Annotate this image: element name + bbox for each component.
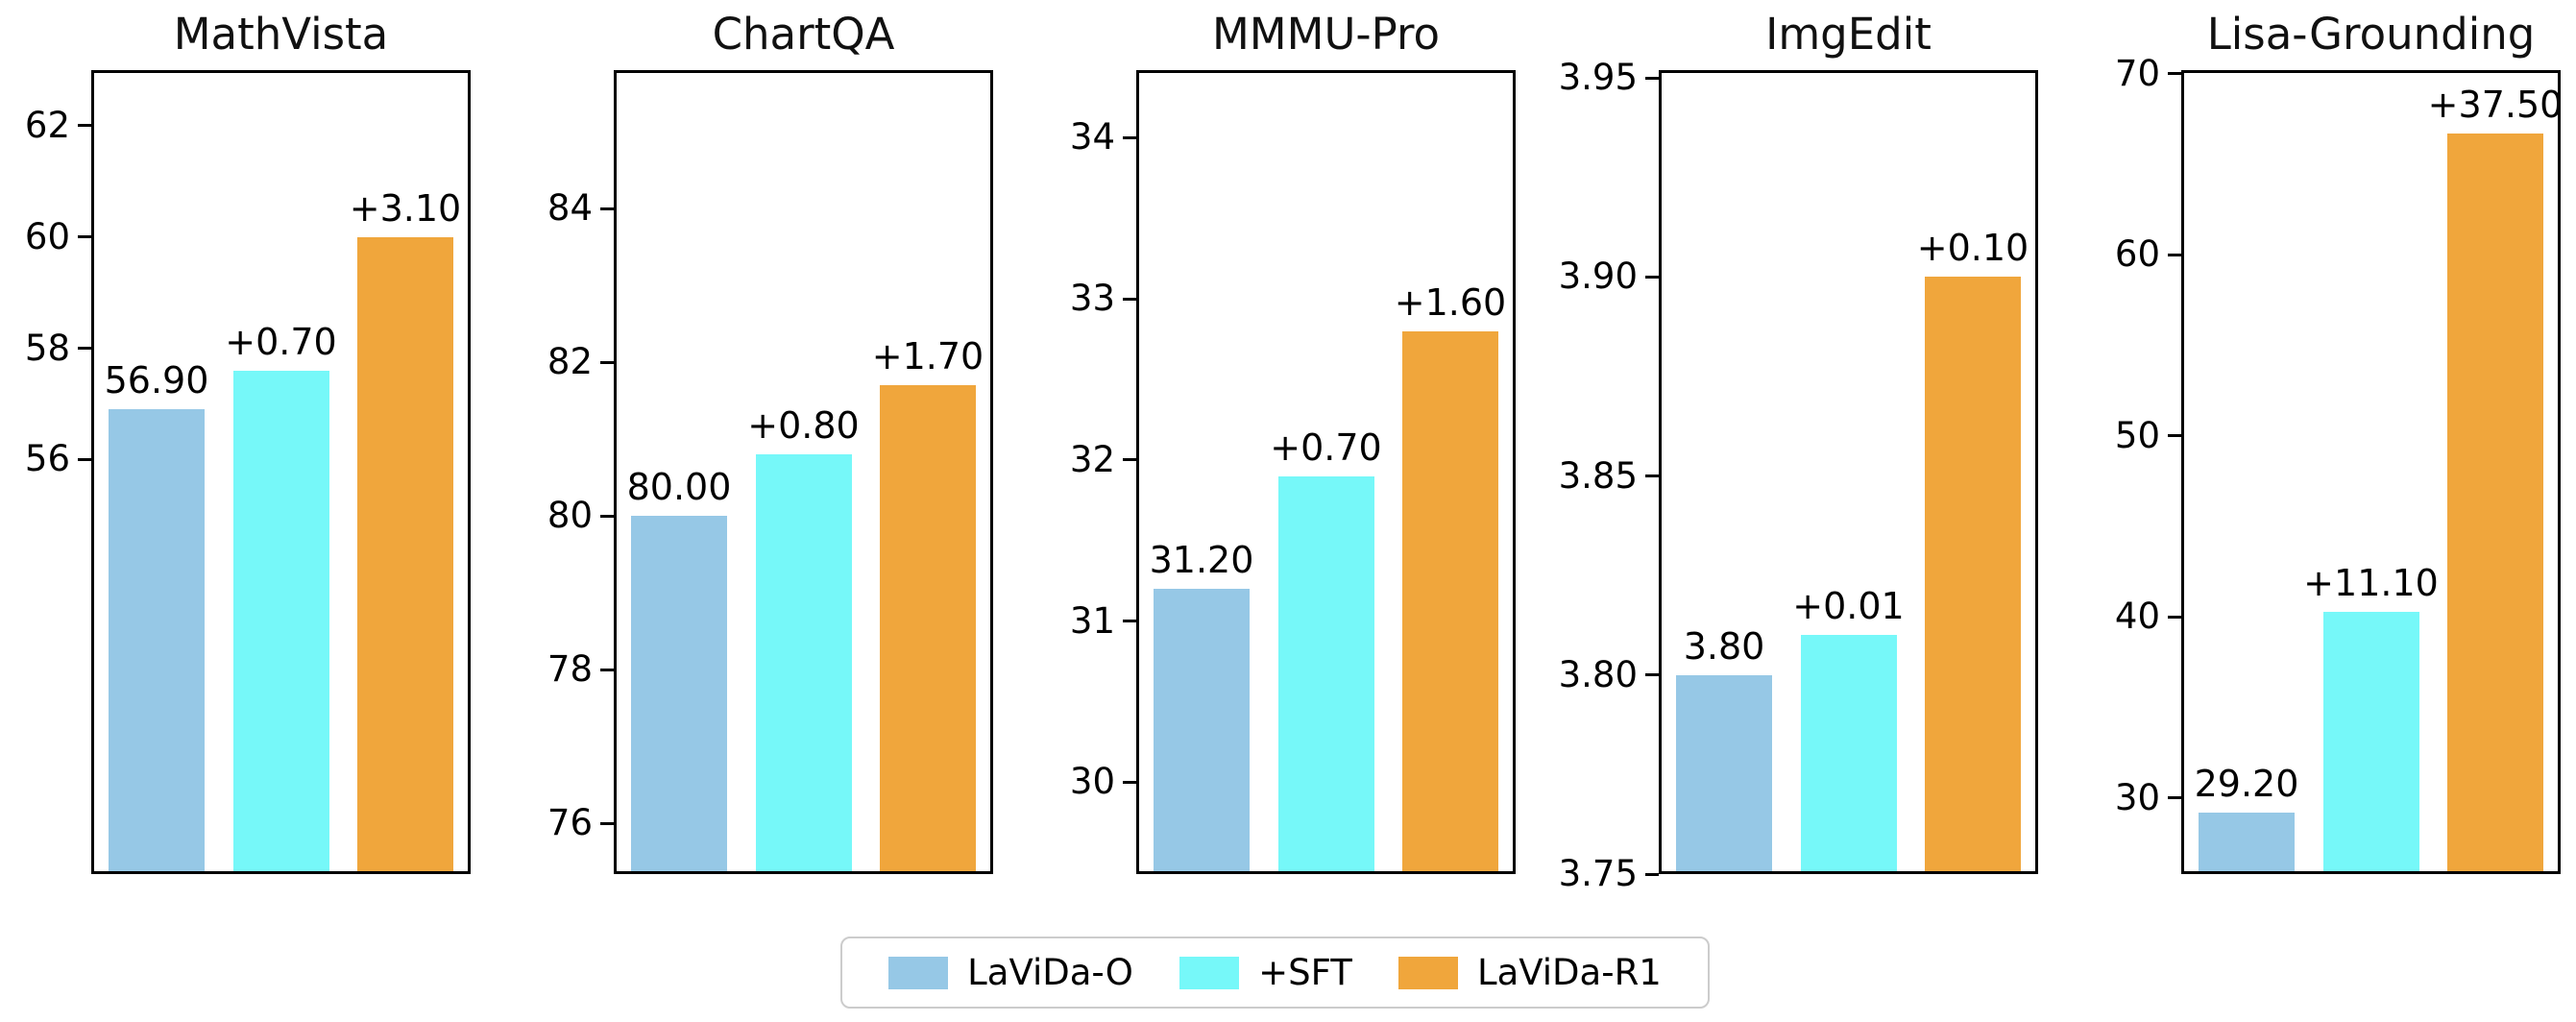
y-tick-mark-imgedit-3-75 — [1645, 872, 1659, 876]
bar-value-label-lisa-grounding-lavida-o: 29.20 — [2194, 762, 2299, 805]
chart-title-chartqa: ChartQA — [712, 9, 895, 60]
bar-lisa-grounding-lavida-o — [2199, 812, 2295, 871]
legend-item-sft: +SFT — [1179, 952, 1352, 993]
chart-title-imgedit: ImgEdit — [1765, 9, 1932, 60]
plot-area-chartqa — [614, 70, 993, 874]
legend-item-lavida-o: LaViDa-O — [888, 952, 1133, 993]
y-tick-mark-lisa-grounding-60 — [2168, 253, 2181, 256]
y-tick-mark-mathvista-62 — [78, 124, 91, 128]
bar-value-label-imgedit--sft: +0.01 — [1792, 585, 1905, 628]
y-tick-label-imgedit-3-90: 3.90 — [1558, 256, 1638, 298]
bar-lisa-grounding-lavida-r1 — [2447, 133, 2543, 871]
y-tick-label-mmmu-pro-33: 33 — [1069, 278, 1115, 320]
lavida-o-swatch-icon — [888, 956, 949, 989]
y-tick-label-mathvista-62: 62 — [24, 104, 70, 146]
y-tick-label-lisa-grounding-60: 60 — [2114, 233, 2160, 276]
y-tick-mark-mmmu-pro-31 — [1123, 620, 1136, 623]
bar-chartqa--sft — [755, 454, 852, 871]
y-tick-mark-lisa-grounding-30 — [2168, 796, 2181, 800]
chart-title-mmmu-pro: MMMU-Pro — [1211, 9, 1441, 60]
y-tick-label-lisa-grounding-40: 40 — [2114, 596, 2160, 638]
bar-lisa-grounding--sft — [2322, 611, 2419, 871]
y-tick-label-mathvista-56: 56 — [24, 438, 70, 480]
bar-mathvista-lavida-r1 — [357, 236, 453, 871]
y-tick-label-lisa-grounding-30: 30 — [2114, 776, 2160, 818]
plot-area-imgedit — [1659, 70, 2038, 874]
y-tick-label-mmmu-pro-30: 30 — [1069, 761, 1115, 803]
plot-area-mathvista — [91, 70, 471, 874]
y-tick-mark-imgedit-3-85 — [1645, 474, 1659, 478]
y-tick-mark-lisa-grounding-50 — [2168, 434, 2181, 438]
y-tick-label-mathvista-58: 58 — [24, 327, 70, 369]
y-tick-label-imgedit-3-95: 3.95 — [1558, 57, 1638, 99]
bar-mmmu-pro-lavida-r1 — [1402, 330, 1498, 871]
y-tick-mark-chartqa-76 — [600, 821, 614, 825]
bar-chartqa-lavida-r1 — [880, 385, 976, 871]
bar-mmmu-pro--sft — [1277, 475, 1374, 871]
y-tick-mark-mmmu-pro-33 — [1123, 297, 1136, 301]
y-tick-mark-mmmu-pro-30 — [1123, 780, 1136, 784]
y-tick-label-mmmu-pro-31: 31 — [1069, 599, 1115, 642]
y-tick-label-imgedit-3-85: 3.85 — [1558, 454, 1638, 497]
y-tick-mark-imgedit-3-80 — [1645, 673, 1659, 677]
bar-mmmu-pro-lavida-o — [1154, 589, 1250, 871]
legend-label-lavida-r1: LaViDa-R1 — [1476, 952, 1662, 993]
legend-label-sft: +SFT — [1258, 952, 1352, 993]
y-tick-label-lisa-grounding-70: 70 — [2114, 52, 2160, 94]
bar-value-label-imgedit-lavida-r1: +0.10 — [1916, 227, 2029, 270]
y-tick-mark-imgedit-3-95 — [1645, 76, 1659, 80]
bar-value-label-mmmu-pro-lavida-o: 31.20 — [1149, 539, 1254, 582]
y-tick-mark-imgedit-3-90 — [1645, 275, 1659, 279]
plot-area-mmmu-pro — [1136, 70, 1516, 874]
chart-title-mathvista: MathVista — [173, 9, 389, 60]
y-tick-mark-mathvista-56 — [78, 457, 91, 461]
y-tick-mark-mmmu-pro-32 — [1123, 458, 1136, 462]
bar-value-label-lisa-grounding--sft: +11.10 — [2303, 561, 2439, 604]
bar-value-label-mathvista-lavida-o: 56.90 — [104, 359, 209, 402]
plot-area-lisa-grounding — [2181, 70, 2561, 874]
y-tick-label-imgedit-3-80: 3.80 — [1558, 653, 1638, 695]
y-tick-label-chartqa-80: 80 — [547, 495, 593, 537]
bar-value-label-imgedit-lavida-o: 3.80 — [1683, 624, 1765, 668]
y-tick-mark-chartqa-80 — [600, 514, 614, 518]
y-tick-label-chartqa-78: 78 — [547, 648, 593, 691]
bar-value-label-mathvista--sft: +0.70 — [225, 320, 337, 363]
bar-mathvista-lavida-o — [109, 409, 205, 871]
bar-chartqa-lavida-o — [631, 516, 727, 871]
y-tick-mark-mathvista-60 — [78, 235, 91, 239]
y-tick-mark-mathvista-58 — [78, 347, 91, 351]
y-tick-mark-chartqa-82 — [600, 360, 614, 364]
bar-value-label-mathvista-lavida-r1: +3.10 — [349, 186, 462, 230]
y-tick-mark-lisa-grounding-70 — [2168, 72, 2181, 76]
bar-imgedit-lavida-r1 — [1925, 277, 2021, 871]
bar-mathvista--sft — [232, 370, 329, 871]
y-tick-mark-chartqa-84 — [600, 207, 614, 210]
lavida-r1-swatch-icon — [1397, 956, 1458, 989]
y-tick-label-imgedit-3-75: 3.75 — [1558, 853, 1638, 894]
y-tick-label-mmmu-pro-34: 34 — [1069, 116, 1115, 158]
y-tick-label-mmmu-pro-32: 32 — [1069, 438, 1115, 480]
bar-value-label-chartqa-lavida-o: 80.00 — [626, 466, 732, 509]
y-tick-label-chartqa-82: 82 — [547, 341, 593, 383]
legend-item-lavida-r1: LaViDa-R1 — [1397, 952, 1662, 993]
y-tick-label-chartqa-84: 84 — [547, 187, 593, 230]
sft-swatch-icon — [1179, 956, 1240, 989]
bar-value-label-mmmu-pro--sft: +0.70 — [1270, 426, 1382, 469]
y-tick-mark-lisa-grounding-40 — [2168, 615, 2181, 619]
y-tick-label-mathvista-60: 60 — [24, 215, 70, 257]
bar-value-label-chartqa-lavida-r1: +1.70 — [871, 335, 984, 378]
bar-imgedit--sft — [1800, 635, 1897, 871]
bar-value-label-mmmu-pro-lavida-r1: +1.60 — [1394, 280, 1507, 324]
bar-value-label-lisa-grounding-lavida-r1: +37.50 — [2427, 83, 2564, 126]
legend: LaViDa-O +SFT LaViDa-R1 — [840, 937, 1710, 1009]
bar-imgedit-lavida-o — [1676, 674, 1772, 871]
bar-value-label-chartqa--sft: +0.80 — [747, 404, 860, 448]
y-tick-label-chartqa-76: 76 — [547, 802, 593, 844]
y-tick-mark-mmmu-pro-34 — [1123, 135, 1136, 139]
y-tick-label-lisa-grounding-50: 50 — [2114, 414, 2160, 456]
y-tick-mark-chartqa-78 — [600, 668, 614, 671]
legend-label-lavida-o: LaViDa-O — [967, 952, 1133, 993]
chart-title-lisa-grounding: Lisa-Grounding — [2206, 9, 2536, 60]
